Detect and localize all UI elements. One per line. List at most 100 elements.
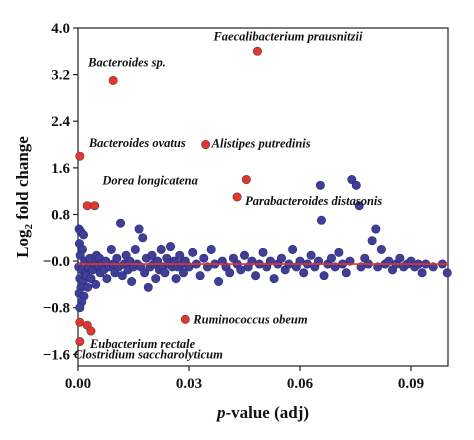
data-point	[171, 274, 181, 284]
data-point	[428, 262, 438, 272]
data-point	[175, 250, 185, 260]
data-point	[288, 244, 298, 254]
nonsignificant-points	[74, 175, 452, 313]
data-point	[143, 282, 153, 292]
data-point	[306, 250, 316, 260]
y-tick-label: 0.8	[51, 207, 70, 223]
x-tick-label: 0.09	[398, 376, 424, 392]
data-point	[354, 201, 364, 211]
data-point	[199, 253, 209, 263]
x-tick-label: 0.06	[287, 376, 314, 392]
significant-point	[75, 337, 85, 347]
significant-point	[86, 326, 96, 336]
significant-point	[241, 175, 251, 185]
significant-point	[108, 75, 118, 85]
data-point	[147, 250, 157, 260]
significant-point	[180, 314, 190, 324]
data-point	[178, 268, 188, 278]
data-point	[102, 274, 112, 284]
data-point	[117, 271, 127, 281]
point-label: Faecalibacterium prausnitzii	[212, 29, 363, 43]
data-point	[75, 303, 85, 313]
y-tick-label: 3.2	[51, 68, 70, 84]
data-point	[79, 230, 89, 240]
data-point	[341, 268, 351, 278]
data-point	[251, 271, 261, 281]
data-point	[140, 268, 150, 278]
y-axis-title: Log2 fold change	[13, 136, 35, 258]
x-tick-label: 0.00	[65, 376, 91, 392]
y-tick-label: 2.4	[51, 114, 70, 130]
y-axis-title-main: Log	[13, 229, 32, 258]
significant-point	[201, 140, 211, 150]
data-point	[442, 268, 452, 278]
data-point	[130, 244, 140, 254]
x-tick-label: 0.03	[176, 376, 202, 392]
data-point	[269, 274, 279, 284]
data-point	[326, 253, 336, 263]
y-tick-label: −0.0	[43, 254, 70, 270]
data-point	[127, 276, 137, 286]
y-tick-label: −1.6	[43, 347, 71, 363]
y-axis-ticks: 4.0 3.2 2.4 1.6 0.8 −0.0 −0.8 −1.6	[43, 21, 78, 363]
data-point	[106, 244, 116, 254]
data-point	[319, 271, 329, 281]
point-label: Alistipes putredinis	[211, 137, 311, 151]
data-point	[371, 224, 381, 234]
data-point	[395, 253, 405, 263]
x-axis-title-italic: p	[215, 403, 226, 422]
data-point	[166, 242, 176, 252]
y-tick-label: −0.8	[43, 301, 70, 317]
significant-point	[90, 201, 100, 211]
significant-point	[75, 151, 85, 161]
y-axis-title-subscript: 2	[23, 224, 35, 230]
data-point	[116, 218, 126, 228]
data-point	[91, 279, 101, 289]
data-point	[376, 244, 386, 254]
x-axis-ticks: 0.00 0.03 0.06 0.09	[65, 366, 424, 392]
data-point	[156, 244, 166, 254]
point-label: Bacteroides sp.	[87, 55, 166, 69]
y-tick-label: 1.6	[51, 161, 70, 177]
significant-point	[232, 192, 242, 202]
data-point	[367, 236, 377, 246]
data-point	[138, 233, 148, 243]
point-label: Dorea longicatena	[101, 174, 197, 188]
data-point	[195, 271, 205, 281]
y-axis-title-rest: fold change	[13, 136, 32, 224]
data-point	[417, 268, 427, 278]
point-label: Parabacteroides distasonis	[245, 194, 382, 208]
data-point	[160, 268, 170, 278]
data-point	[214, 276, 224, 286]
point-label: Bacteroides ovatus	[88, 136, 186, 150]
y-tick-label: 4.0	[51, 21, 70, 37]
data-point	[240, 250, 250, 260]
data-point	[315, 180, 325, 190]
data-point	[313, 256, 323, 266]
significant-points	[75, 46, 262, 347]
x-axis-title-rest: -value (adj)	[225, 403, 309, 422]
data-point	[299, 268, 309, 278]
plot-frame	[77, 27, 449, 367]
data-point	[134, 224, 144, 234]
plot-border	[77, 27, 449, 367]
data-point	[258, 247, 268, 257]
data-point	[276, 253, 286, 263]
point-label: Clostridium saccharolyticum	[74, 348, 223, 362]
data-point	[151, 274, 161, 284]
data-point	[112, 253, 122, 263]
data-point	[345, 256, 355, 266]
significant-point	[252, 46, 262, 56]
data-point	[153, 256, 163, 266]
data-point	[316, 215, 326, 225]
point-label: Eubacterium rectale	[89, 337, 196, 351]
point-label: Ruminococcus obeum	[192, 312, 308, 326]
data-point	[206, 244, 216, 254]
x-axis-title: p-value (adj)	[215, 403, 309, 422]
point-annotations: Faecalibacterium prausnitzii Bacteroides …	[74, 29, 383, 361]
data-point	[83, 282, 93, 292]
data-point	[351, 180, 361, 190]
data-point	[188, 247, 198, 257]
data-point	[86, 274, 96, 284]
